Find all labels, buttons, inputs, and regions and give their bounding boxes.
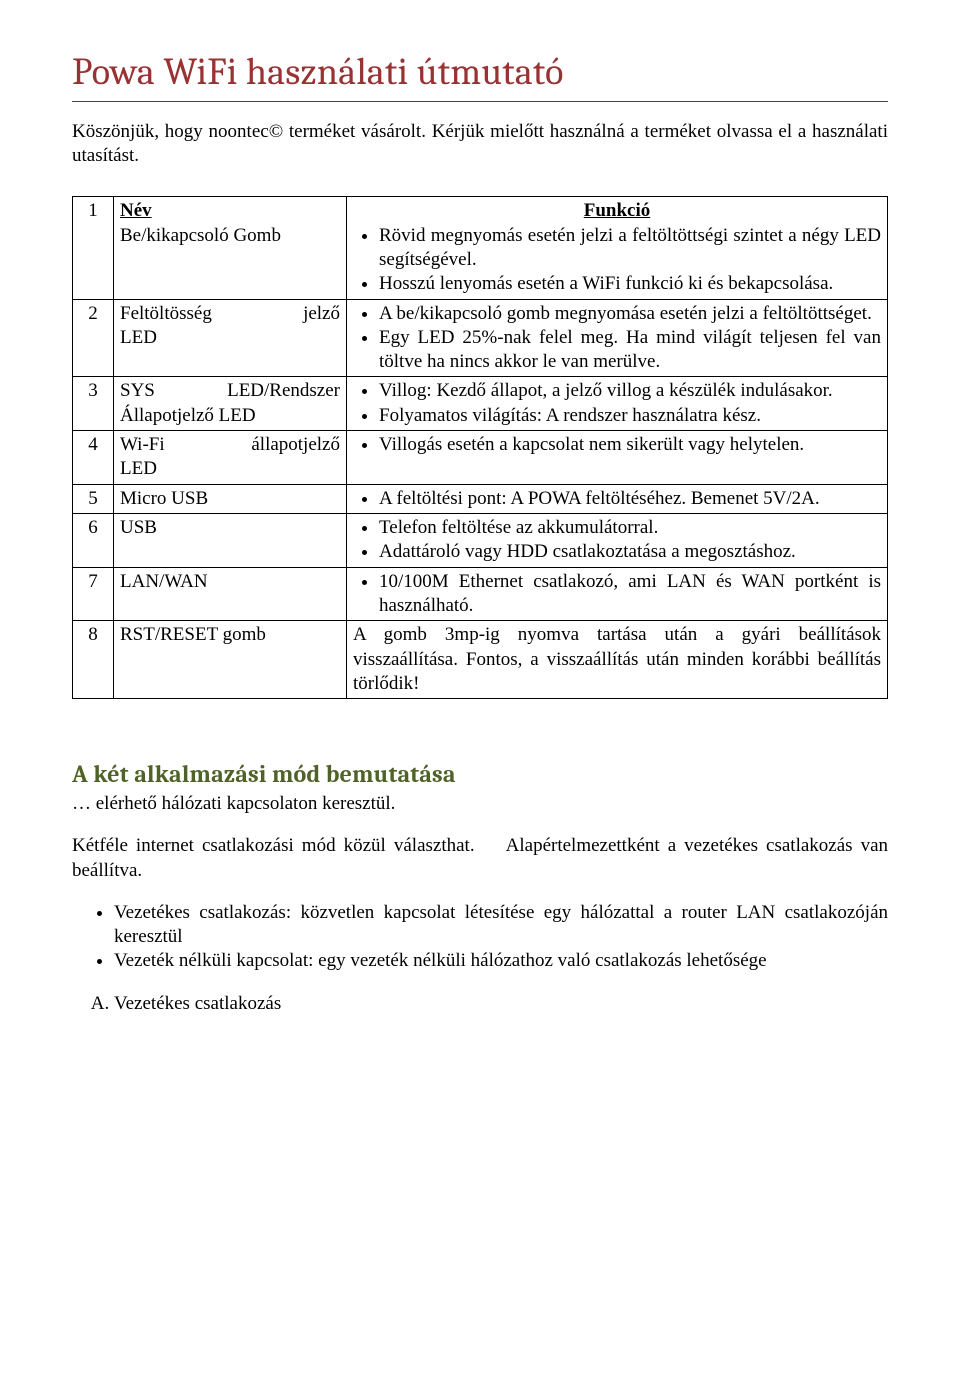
row-function: Villog: Kezdő állapot, a jelző villog a … bbox=[347, 377, 888, 431]
table-row: 1NévBe/kikapcsoló GombFunkcióRövid megny… bbox=[73, 197, 888, 299]
row-number: 8 bbox=[73, 621, 114, 699]
row-number: 4 bbox=[73, 431, 114, 485]
section2-para1: Kétféle internet csatlakozási mód közül … bbox=[72, 834, 888, 883]
section2-ordered: Vezetékes csatlakozás bbox=[72, 992, 888, 1016]
function-bullet: Telefon feltöltése az akkumulátorral. bbox=[379, 516, 881, 540]
row-name: SYS LED/Rendszer Állapotjelző LED bbox=[114, 377, 347, 431]
function-bullet: Hosszú lenyomás esetén a WiFi funkció ki… bbox=[379, 272, 881, 296]
function-bullet: A feltöltési pont: A POWA feltöltéséhez.… bbox=[379, 487, 881, 511]
section2-ol-item: Vezetékes csatlakozás bbox=[114, 992, 888, 1016]
intro-paragraph: Köszönjük, hogy noontec© terméket vásáro… bbox=[72, 120, 888, 169]
header-name: Név bbox=[120, 199, 340, 223]
function-bullet: Villogás esetén a kapcsolat nem sikerült… bbox=[379, 433, 881, 457]
row-function: 10/100M Ethernet csatlakozó, ami LAN és … bbox=[347, 567, 888, 621]
function-bullet: Adattároló vagy HDD csatlakoztatása a me… bbox=[379, 540, 881, 564]
section2-p1a: Kétféle internet csatlakozási mód közül … bbox=[72, 835, 475, 856]
table-row: 2Feltöltösség jelzőLED A be/kikapcsoló go… bbox=[73, 299, 888, 377]
table-row: 8RST/RESET gombA gomb 3mp-ig nyomva tart… bbox=[73, 621, 888, 699]
row-name: NévBe/kikapcsoló Gomb bbox=[114, 197, 347, 299]
spec-table: 1NévBe/kikapcsoló GombFunkcióRövid megny… bbox=[72, 196, 888, 699]
row-number: 7 bbox=[73, 567, 114, 621]
row-name: Micro USB bbox=[114, 484, 347, 513]
row-name: RST/RESET gomb bbox=[114, 621, 347, 699]
row-name: Wi-Fi állapotjelzőLED bbox=[114, 431, 347, 485]
row-function: Villogás esetén a kapcsolat nem sikerült… bbox=[347, 431, 888, 485]
row-number: 5 bbox=[73, 484, 114, 513]
row-function: Telefon feltöltése az akkumulátorral.Ada… bbox=[347, 514, 888, 568]
row-name: USB bbox=[114, 514, 347, 568]
row-function: A gomb 3mp-ig nyomva tartása után a gyár… bbox=[347, 621, 888, 699]
table-row: 5Micro USB A feltöltési pont: A POWA felt… bbox=[73, 484, 888, 513]
table-row: 3SYS LED/Rendszer Állapotjelző LED Villog… bbox=[73, 377, 888, 431]
section2-subline: … elérhető hálózati kapcsolaton keresztü… bbox=[72, 792, 888, 816]
row-function: FunkcióRövid megnyomás esetén jelzi a fe… bbox=[347, 197, 888, 299]
row-number: 2 bbox=[73, 299, 114, 377]
row-function: A be/kikapcsoló gomb megnyomása esetén j… bbox=[347, 299, 888, 377]
row-function: A feltöltési pont: A POWA feltöltéséhez.… bbox=[347, 484, 888, 513]
section2-list-item: Vezetékes csatlakozás: közvetlen kapcsol… bbox=[114, 901, 888, 950]
function-bullet: Folyamatos világítás: A rendszer használ… bbox=[379, 404, 881, 428]
table-row: 6USBTelefon feltöltése az akkumulátorral… bbox=[73, 514, 888, 568]
page-title: Powa WiFi használati útmutató bbox=[72, 48, 888, 102]
row-number: 3 bbox=[73, 377, 114, 431]
row-number: 6 bbox=[73, 514, 114, 568]
header-func: Funkció bbox=[353, 199, 881, 223]
section2-list-item: Vezeték nélküli kapcsolat: egy vezeték n… bbox=[114, 949, 888, 973]
row-number: 1 bbox=[73, 197, 114, 299]
table-row: 4Wi-Fi állapotjelzőLED Villogás esetén a … bbox=[73, 431, 888, 485]
function-bullet: Rövid megnyomás esetén jelzi a feltöltöt… bbox=[379, 224, 881, 273]
function-bullet: A be/kikapcsoló gomb megnyomása esetén j… bbox=[379, 302, 881, 326]
row-name: Feltöltösség jelzőLED bbox=[114, 299, 347, 377]
table-row: 7LAN/WAN 10/100M Ethernet csatlakozó, ami… bbox=[73, 567, 888, 621]
section2-title: A két alkalmazási mód bemutatása bbox=[72, 759, 888, 790]
section2-list: Vezetékes csatlakozás: közvetlen kapcsol… bbox=[72, 901, 888, 974]
row-name: LAN/WAN bbox=[114, 567, 347, 621]
function-bullet: 10/100M Ethernet csatlakozó, ami LAN és … bbox=[379, 570, 881, 619]
function-bullet: Villog: Kezdő állapot, a jelző villog a … bbox=[379, 379, 881, 403]
function-bullet: Egy LED 25%-nak felel meg. Ha mind világ… bbox=[379, 326, 881, 375]
